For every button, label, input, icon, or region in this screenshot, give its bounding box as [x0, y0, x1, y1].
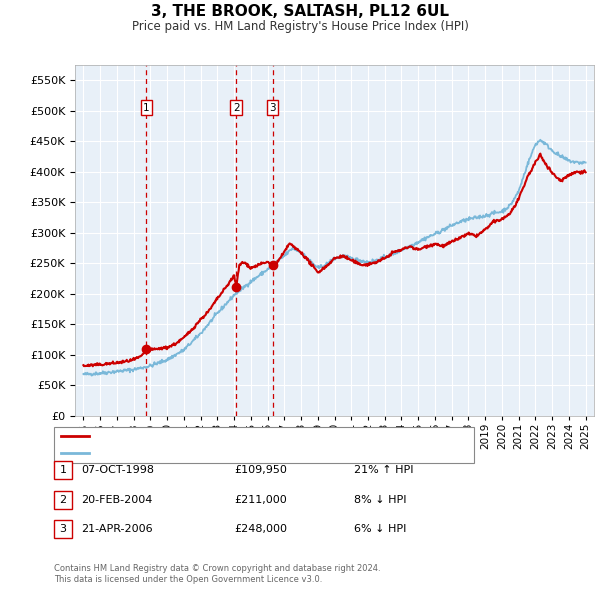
Text: 20-FEB-2004: 20-FEB-2004 — [81, 495, 152, 504]
Text: HPI: Average price, detached house, Cornwall: HPI: Average price, detached house, Corn… — [93, 448, 331, 458]
Text: 21% ↑ HPI: 21% ↑ HPI — [354, 466, 413, 475]
Text: 3: 3 — [269, 103, 276, 113]
Text: 2: 2 — [59, 495, 67, 504]
Text: £109,950: £109,950 — [234, 466, 287, 475]
Text: 1: 1 — [59, 466, 67, 475]
Text: 21-APR-2006: 21-APR-2006 — [81, 525, 152, 534]
Text: 3, THE BROOK, SALTASH, PL12 6UL: 3, THE BROOK, SALTASH, PL12 6UL — [151, 4, 449, 19]
Text: 6% ↓ HPI: 6% ↓ HPI — [354, 525, 406, 534]
Text: This data is licensed under the Open Government Licence v3.0.: This data is licensed under the Open Gov… — [54, 575, 322, 584]
Text: 07-OCT-1998: 07-OCT-1998 — [81, 466, 154, 475]
Text: 2: 2 — [233, 103, 239, 113]
Text: 8% ↓ HPI: 8% ↓ HPI — [354, 495, 407, 504]
Text: 3: 3 — [59, 525, 67, 534]
Text: 3, THE BROOK, SALTASH, PL12 6UL (detached house): 3, THE BROOK, SALTASH, PL12 6UL (detache… — [93, 431, 370, 441]
Text: 1: 1 — [143, 103, 150, 113]
Text: £248,000: £248,000 — [234, 525, 287, 534]
Text: Contains HM Land Registry data © Crown copyright and database right 2024.: Contains HM Land Registry data © Crown c… — [54, 565, 380, 573]
Text: £211,000: £211,000 — [234, 495, 287, 504]
Text: Price paid vs. HM Land Registry's House Price Index (HPI): Price paid vs. HM Land Registry's House … — [131, 20, 469, 33]
